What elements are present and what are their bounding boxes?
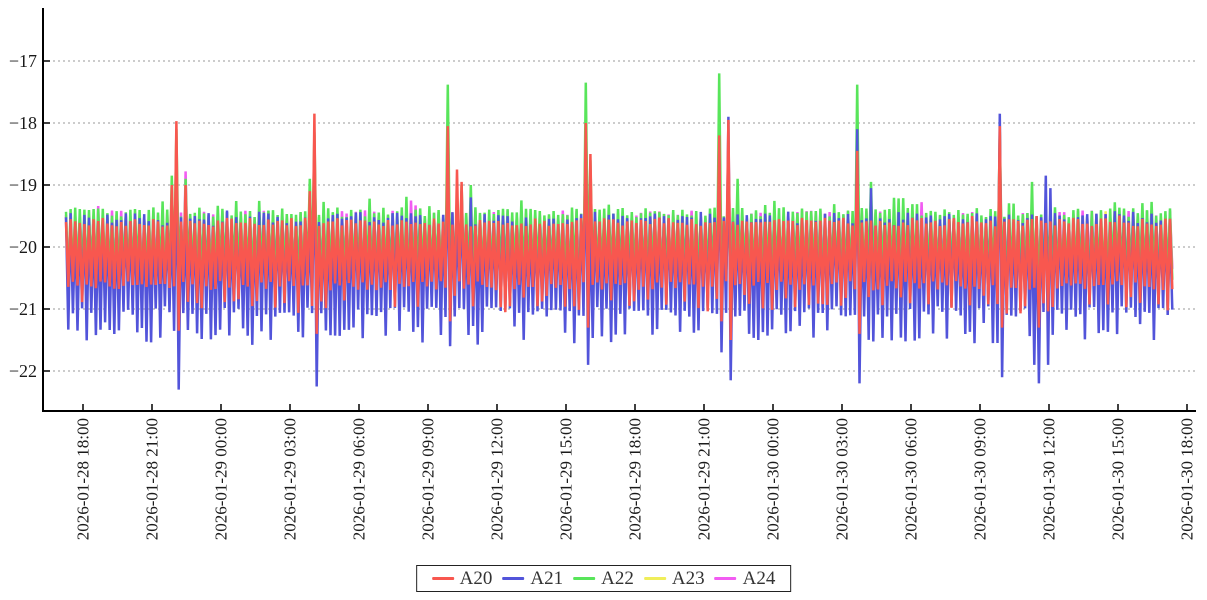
x-tick-label: 2026-01-30 03:00 xyxy=(833,418,852,540)
legend-swatch-icon xyxy=(502,576,525,581)
legend-swatch-icon xyxy=(573,576,596,581)
x-tick-label: 2026-01-30 00:00 xyxy=(764,418,783,540)
x-tick-label: 2026-01-30 15:00 xyxy=(1109,418,1128,540)
legend: A20 A21 A22 A23 A24 xyxy=(415,565,792,592)
x-tick-label: 2026-01-29 03:00 xyxy=(281,418,300,540)
legend-swatch-icon xyxy=(643,576,666,581)
legend-label: A23 xyxy=(671,568,705,589)
legend-label: A24 xyxy=(742,568,776,589)
legend-swatch-icon xyxy=(714,576,737,581)
x-tick-label: 2026-01-30 09:00 xyxy=(971,418,990,540)
x-tick-label: 2026-01-30 18:00 xyxy=(1178,418,1197,540)
x-tick-label: 2026-01-29 18:00 xyxy=(626,418,645,540)
legend-label: A22 xyxy=(601,568,634,589)
legend-item-A22: A22 xyxy=(573,569,634,588)
legend-item-A23: A23 xyxy=(643,568,705,589)
x-tick-label: 2026-01-29 00:00 xyxy=(212,418,231,540)
legend-label: A21 xyxy=(530,568,564,589)
x-tick-label: 2026-01-29 09:00 xyxy=(419,418,438,540)
y-tick-label: −21 xyxy=(9,299,37,319)
x-tick-label: 2026-01-28 18:00 xyxy=(74,418,93,540)
x-tick-label: 2026-01-29 06:00 xyxy=(350,418,369,540)
legend-item-A20: A20 xyxy=(431,568,493,589)
y-tick-label: −20 xyxy=(9,237,37,257)
legend-item-A21: A21 xyxy=(502,569,563,588)
x-tick-label: 2026-01-30 12:00 xyxy=(1040,418,1059,540)
legend-swatch-icon xyxy=(431,576,454,581)
x-tick-label: 2026-01-29 12:00 xyxy=(488,418,507,540)
legend-label: A20 xyxy=(459,568,493,589)
series-line-A20 xyxy=(64,113,1174,341)
y-tick-label: −19 xyxy=(9,175,37,195)
x-tick-label: 2026-01-28 21:00 xyxy=(143,418,162,540)
x-tick-label: 2026-01-30 06:00 xyxy=(902,418,921,540)
y-tick-label: −17 xyxy=(9,51,37,71)
y-tick-label: −22 xyxy=(9,361,37,381)
x-tick-label: 2026-01-29 21:00 xyxy=(695,418,714,540)
x-tick-label: 2026-01-29 15:00 xyxy=(557,418,576,540)
y-tick-label: −18 xyxy=(9,113,37,133)
legend-item-A24: A24 xyxy=(714,568,776,589)
